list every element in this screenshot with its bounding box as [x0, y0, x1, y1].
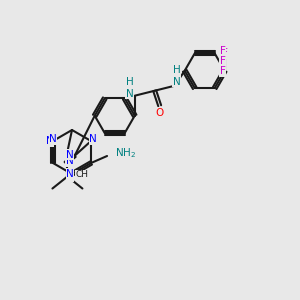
Text: H
N: H N: [126, 77, 134, 98]
Text: F: F: [220, 66, 226, 76]
Text: N: N: [89, 134, 97, 144]
Text: H
N: H N: [173, 65, 181, 86]
Text: CH: CH: [75, 170, 88, 179]
Text: F: F: [220, 56, 226, 66]
Text: N: N: [66, 156, 74, 166]
Text: N: N: [66, 149, 73, 160]
Text: N: N: [46, 136, 54, 146]
Text: F: F: [222, 48, 228, 58]
Text: N: N: [66, 169, 74, 179]
Text: NH$_2$: NH$_2$: [115, 146, 136, 160]
Text: N: N: [49, 134, 57, 144]
Text: F: F: [220, 46, 226, 56]
Text: O: O: [156, 108, 164, 118]
Text: N: N: [66, 171, 74, 181]
